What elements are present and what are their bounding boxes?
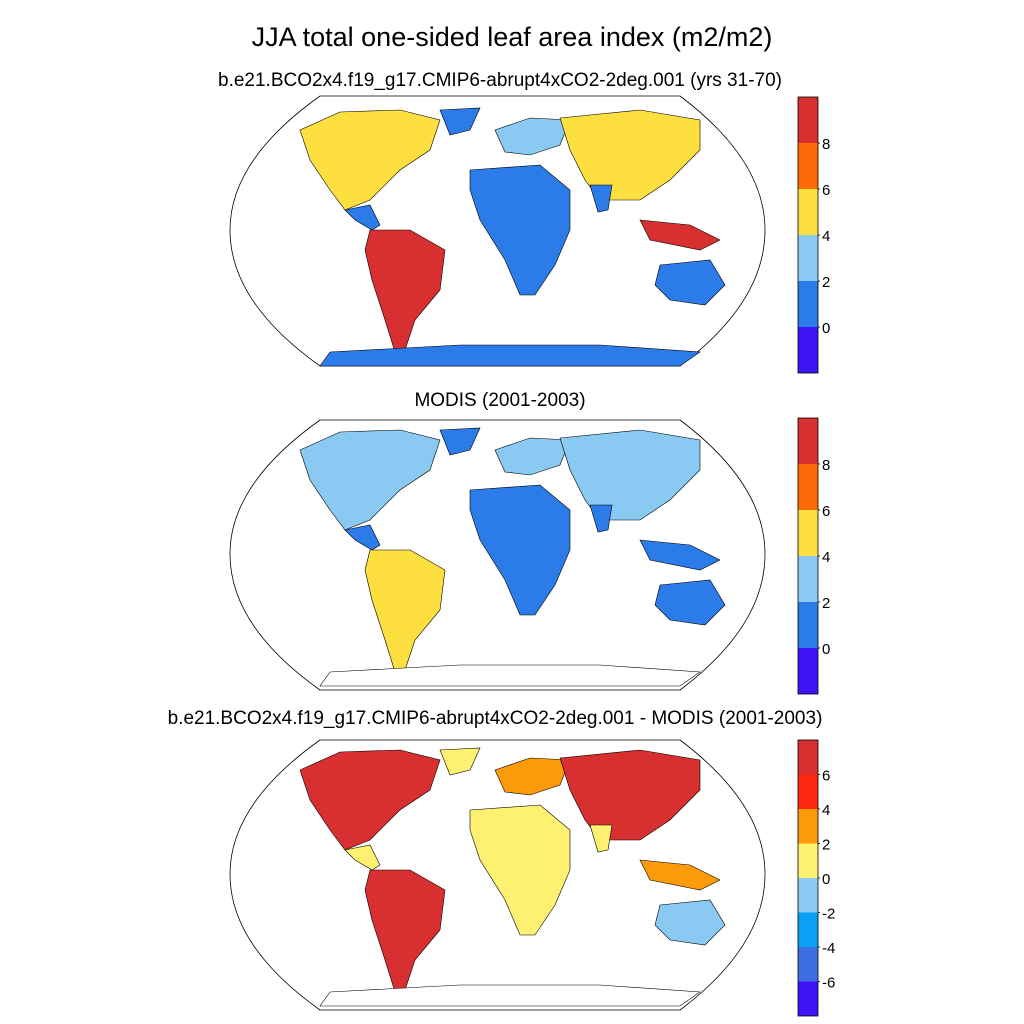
land-australia [654,899,726,946]
land-antarctica [319,984,701,1007]
colorbar-tick-label: 4 [822,802,830,819]
colorbar-tick-label: 2 [822,274,830,291]
colorbar-swatch [798,878,818,913]
panel3-map [229,739,766,1011]
colorbar-swatch [798,327,818,373]
land-africa [469,484,571,616]
colorbar-tick-label: 4 [822,228,830,245]
colorbar-tick-label: 6 [822,182,830,199]
land-north-america [299,109,441,211]
colorbar-tick-label: -2 [822,906,835,923]
land-asia [559,429,701,521]
land-central-america [344,204,381,231]
colorbar-swatch [798,740,818,775]
colorbar-tick-label: 2 [822,595,830,612]
land-central-america [344,524,381,551]
colorbar-swatch [798,281,818,327]
colorbar-swatch [798,774,818,809]
colorbar-tick-label: 0 [822,871,830,888]
colorbar-swatch [798,418,818,464]
land-north-america [299,749,441,851]
panel2-map [229,419,766,691]
colorbar-swatch [798,189,818,235]
panel3-land [299,747,726,1007]
colorbar-swatch [798,947,818,982]
land-greenland [439,427,481,456]
land-australia [654,259,726,306]
panel2-subtitle: MODIS (2001-2003) [414,390,586,411]
colorbar-swatch [798,556,818,602]
land-antarctica [319,344,701,367]
colorbar-tick-label: 8 [822,136,830,153]
land-asia [559,109,701,201]
colorbar-tick-label: -6 [822,975,835,992]
figure-title: JJA total one-sided leaf area index (m2/… [251,22,773,52]
colorbar-swatch [798,235,818,281]
colorbar-swatch [798,464,818,510]
panel3-subtitle: b.e21.BCO2x4.f19_g17.CMIP6-abrupt4xCO2-2… [167,708,823,729]
colorbar-tick-label: 0 [822,641,830,658]
colorbar-tick-label: 2 [822,837,830,854]
land-india [589,184,613,213]
land-asia [559,749,701,841]
land-europe [494,757,571,796]
land-se-asia [639,859,721,891]
land-greenland [439,747,481,776]
land-europe [494,117,571,156]
land-africa [469,164,571,296]
land-central-america [344,844,381,871]
panel1-land [299,107,726,367]
colorbar-swatch [798,843,818,878]
colorbar-tick-label: 6 [822,503,830,520]
land-antarctica [319,664,701,687]
panel1-colorbar: 0 2 4 6 8 [797,96,830,374]
land-se-asia [639,219,721,251]
land-europe [494,437,571,476]
colorbar-tick-label: 4 [822,549,830,566]
panel3-colorbar: -6 -4 -2 0 2 4 6 [797,739,835,1017]
colorbar-swatch [798,809,818,844]
colorbar-tick-label: -4 [822,940,835,957]
colorbar-swatch [798,143,818,189]
colorbar-swatch [798,602,818,648]
panel2-land [299,427,726,687]
land-australia [654,579,726,626]
land-india [589,824,613,853]
panel1-subtitle: b.e21.BCO2x4.f19_g17.CMIP6-abrupt4xCO2-2… [218,70,782,91]
colorbar-swatch [798,912,818,947]
land-se-asia [639,539,721,571]
colorbar-tick-label: 0 [822,320,830,337]
colorbar-swatch [798,981,818,1016]
colorbar-tick-label: 6 [822,768,830,785]
land-greenland [439,107,481,136]
colorbar-swatch [798,510,818,556]
land-north-america [299,429,441,531]
panel1-map [229,95,766,367]
colorbar-tick-label: 8 [822,457,830,474]
colorbar-swatch [798,97,818,143]
land-africa [469,804,571,936]
colorbar-swatch [798,648,818,694]
land-india [589,504,613,533]
panel2-colorbar: 0 2 4 6 8 [797,417,830,695]
